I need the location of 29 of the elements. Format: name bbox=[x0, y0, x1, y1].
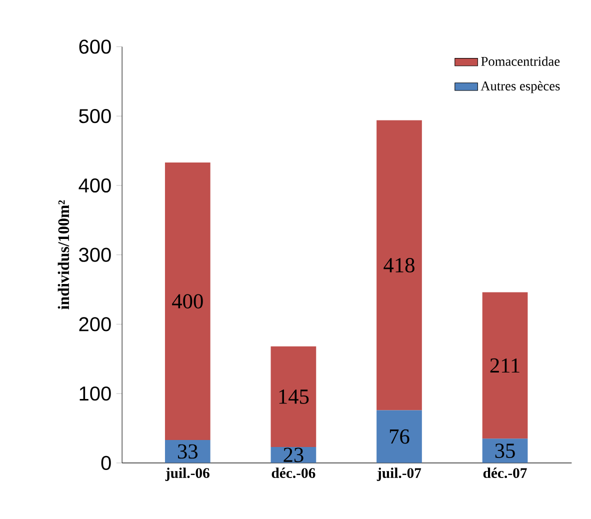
bar bbox=[270, 346, 316, 447]
y-tick-label: 300 bbox=[79, 248, 111, 262]
data-label: 211 bbox=[490, 358, 520, 373]
x-tick-label: juil.-07 bbox=[376, 468, 422, 481]
y-tick-label: 400 bbox=[78, 178, 111, 193]
y-tick-label: 0 bbox=[101, 456, 111, 470]
data-label: 35 bbox=[495, 444, 515, 458]
y-tick-label: 600 bbox=[79, 40, 111, 54]
bar bbox=[482, 292, 528, 439]
legend-label: Pomacentridae bbox=[481, 56, 560, 66]
x-tick-label: juil.-06 bbox=[165, 468, 210, 481]
bar bbox=[164, 162, 210, 440]
x-tick-label: déc.-06 bbox=[272, 468, 316, 478]
data-label: 76 bbox=[390, 429, 410, 444]
data-label: 400 bbox=[172, 294, 203, 309]
data-label: 145 bbox=[279, 390, 309, 404]
y-tick-label: 500 bbox=[79, 109, 111, 124]
legend-label: Autres espèces bbox=[480, 81, 560, 94]
y-axis-title: individus/100m² bbox=[58, 200, 70, 310]
bar bbox=[376, 410, 422, 463]
data-label: 23 bbox=[284, 448, 304, 462]
bar bbox=[164, 440, 210, 463]
bar bbox=[482, 438, 528, 463]
bar bbox=[376, 120, 422, 410]
data-label: 418 bbox=[384, 258, 414, 272]
y-tick-label: 100 bbox=[80, 386, 111, 401]
data-label: 33 bbox=[178, 444, 198, 459]
x-tick-label: déc.-07 bbox=[483, 468, 527, 478]
y-tick-label: 200 bbox=[79, 317, 111, 332]
